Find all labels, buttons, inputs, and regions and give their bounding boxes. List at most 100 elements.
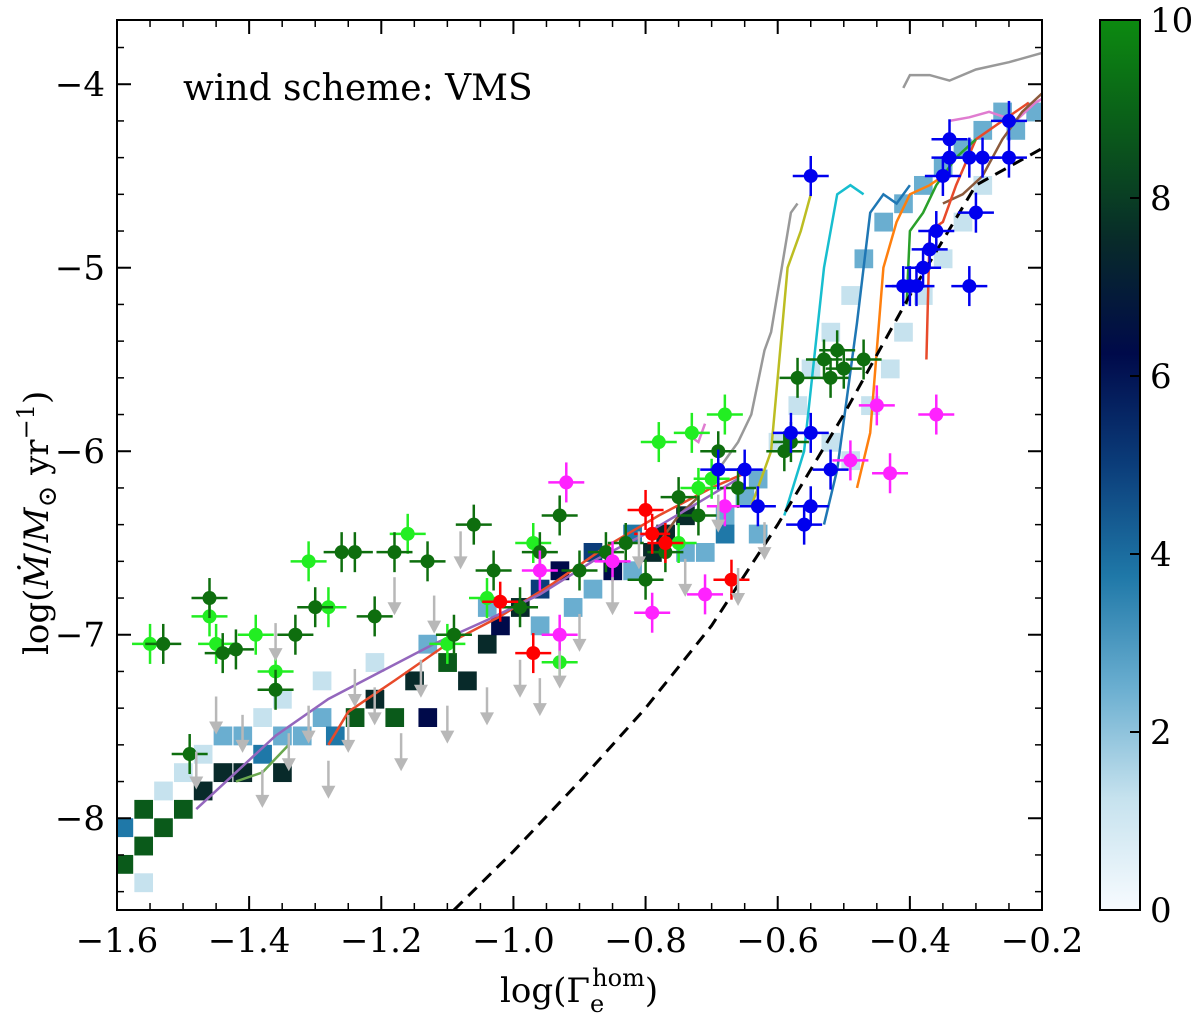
data-point	[942, 132, 957, 147]
upper-limit-marker	[387, 602, 402, 616]
evolution-tracks	[195, 51, 1042, 811]
data-point	[638, 502, 653, 517]
upper-limit-marker	[631, 556, 646, 570]
upper-limit-marker	[552, 675, 567, 689]
heatmap-cell	[154, 818, 173, 838]
heatmap-cell	[530, 616, 550, 636]
y-tick-label: −5	[55, 249, 105, 289]
x-tick-label: −1.0	[472, 921, 555, 961]
data-point	[731, 480, 746, 495]
heatmap-cell	[821, 432, 841, 452]
heatmap-cell	[273, 726, 292, 746]
x-tick-label: −0.4	[869, 921, 952, 961]
upper-limit-marker	[731, 593, 746, 607]
data-point	[559, 475, 574, 490]
heatmap-cell	[715, 524, 735, 544]
upper-limit-marker	[255, 794, 270, 808]
data-point	[797, 517, 812, 532]
heatmap-cell	[154, 781, 173, 801]
data-point	[618, 535, 633, 550]
x-tick-label: −0.8	[604, 921, 687, 961]
data-point	[248, 627, 263, 642]
heatmap-cell	[134, 799, 154, 819]
data-point	[671, 490, 686, 505]
heatmap-cell	[933, 249, 953, 269]
upper-limit-marker	[281, 758, 296, 772]
colorbar-tick-label: 6	[1150, 357, 1172, 397]
data-point	[975, 150, 990, 165]
data-point	[400, 526, 415, 541]
evolution-track	[195, 477, 739, 811]
heatmap-cell	[894, 322, 913, 342]
upper-limit-marker	[453, 556, 468, 570]
colorbar-tick-label: 10	[1150, 1, 1193, 41]
heatmap-cell	[583, 579, 603, 599]
data-point	[684, 425, 699, 440]
plot-frame	[116, 19, 1043, 911]
heatmap-cell	[312, 671, 332, 691]
data-point	[909, 279, 924, 294]
y-tick-label: −8	[55, 799, 105, 839]
upper-limit-marker	[341, 739, 356, 753]
data-point	[552, 627, 567, 642]
heatmap-cell	[173, 763, 193, 783]
heatmap-cell	[821, 322, 841, 342]
heatmap-cell	[213, 726, 233, 746]
data-point	[486, 563, 501, 578]
data-point	[645, 526, 660, 541]
data-point	[836, 361, 851, 376]
data-point	[916, 260, 931, 275]
data-point	[783, 425, 798, 440]
upper-limit-marker	[367, 712, 382, 726]
data-point	[691, 508, 706, 523]
upper-limit-marker	[605, 602, 620, 616]
upper-limit-marker	[268, 648, 283, 662]
data-point	[823, 370, 838, 385]
data-point	[717, 499, 732, 514]
heatmap-cell	[695, 542, 715, 562]
data-point	[816, 352, 831, 367]
x-tick-label: −1.4	[208, 921, 291, 961]
upper-limit-marker	[480, 712, 494, 726]
x-tick-label: −1.6	[76, 921, 159, 961]
data-point	[645, 605, 660, 620]
upper-limit-marker	[301, 730, 316, 744]
heatmap-cell	[880, 359, 900, 379]
data-point	[513, 600, 528, 615]
upper-limit-marker	[321, 785, 336, 799]
heatmap-cell	[134, 873, 154, 893]
data-point	[532, 563, 547, 578]
data-point	[308, 600, 323, 615]
data-point	[869, 398, 884, 413]
data-point	[493, 594, 508, 609]
heatmap-cell	[563, 598, 583, 617]
upper-limit-marker	[235, 739, 250, 753]
data-point	[698, 587, 713, 602]
heatmap-cell	[173, 799, 193, 819]
upper-limit-marker	[427, 620, 442, 634]
axis-ticks	[116, 20, 1043, 910]
x-axis-label: log(Γehom)	[500, 964, 658, 1018]
data-point	[387, 545, 402, 560]
data-point	[182, 747, 197, 762]
heatmap-cell	[458, 671, 477, 691]
upper-limit-marker	[413, 684, 428, 698]
colorbar-ticks: 0 2 4 6 8 10	[1130, 1, 1193, 931]
heatmap-cell	[193, 781, 213, 801]
evolution-track	[783, 183, 865, 516]
heatmap-cell	[253, 708, 272, 727]
heatmap-cell	[312, 708, 332, 727]
data-point	[526, 646, 541, 661]
heatmap-cell	[973, 175, 993, 195]
data-point	[724, 572, 739, 587]
data-point	[962, 279, 977, 294]
heatmap-cell	[117, 854, 134, 874]
data-point	[301, 554, 316, 569]
heatmap-cell	[345, 708, 365, 727]
eddington-limit-curve	[452, 147, 1042, 910]
data-point	[803, 425, 818, 440]
data-point	[929, 224, 944, 239]
y-tick-label: −6	[55, 432, 105, 472]
x-tick-label: −0.6	[736, 921, 819, 961]
